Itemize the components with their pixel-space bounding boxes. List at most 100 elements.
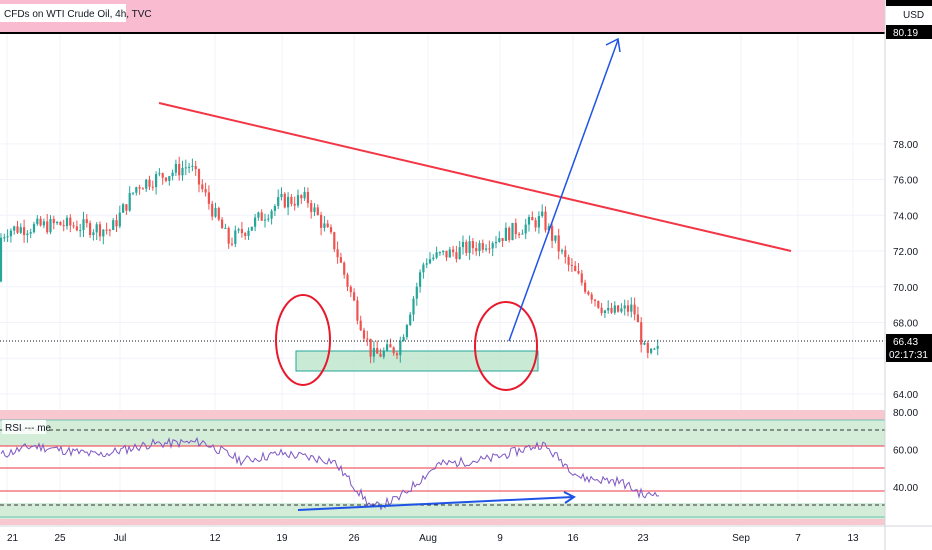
candle [277,189,280,210]
candle [138,184,141,195]
candle [320,211,323,236]
candle [98,221,102,242]
candle [158,168,161,177]
candle [356,296,359,325]
right-bottom-circle[interactable] [474,301,538,391]
candle [587,290,590,296]
candle [171,169,174,181]
candle [112,218,115,231]
candle [570,258,573,272]
time-tick-label: 12 [209,533,221,544]
candle [201,179,204,193]
time-tick-label: Sep [732,533,750,544]
candle [508,226,511,243]
candle [511,222,514,241]
candle [567,254,570,272]
candle [254,213,257,232]
time-tick-label: 23 [637,533,649,544]
candle [75,220,78,232]
candle [636,306,639,323]
candle [349,285,352,297]
candle [395,351,399,360]
candle [353,288,356,302]
time-axis[interactable]: 21 25 Jul 12 19 26 Aug 9 16 23 Sep 7 13 [0,525,932,544]
candle [240,221,243,238]
candle [131,192,135,196]
candle [168,175,171,186]
candle [498,231,501,243]
projection-arrow[interactable] [508,37,621,342]
candle [207,185,210,210]
last-price-tag [886,334,932,362]
candle [584,279,587,294]
candle [59,221,62,226]
rsi-divergence-arrow[interactable] [297,491,576,511]
symbol-title[interactable]: CFDs on WTI Crude Oil, 4h, TVC [4,9,152,20]
candle [362,327,366,343]
candle [0,233,3,283]
candle [333,231,336,253]
rsi-title[interactable]: RSI --- me [5,423,52,434]
candle [257,211,260,221]
candle [650,348,653,355]
candle [382,347,385,360]
candle [287,192,290,216]
candle [3,233,6,242]
price-axis[interactable]: USD 80.19 78.00 76.00 74.00 72.00 70.00 68.00… [884,0,932,550]
candle [128,186,131,212]
candle [557,228,560,260]
candle [646,340,649,359]
candle [69,214,72,233]
candle [392,346,395,356]
rsi-line [0,436,660,511]
candle [148,175,151,191]
candle [491,241,494,257]
candle [194,160,197,176]
support-zone[interactable] [295,350,539,372]
candle [481,239,484,253]
candle [531,211,534,221]
candle [283,192,286,209]
candle [366,330,369,346]
candle [310,199,313,219]
descending-trendline[interactable] [158,102,792,252]
candle [29,228,32,239]
candle [564,245,567,264]
last-price-label: 66.43 [893,337,918,348]
candle [211,200,214,221]
candle [82,211,85,238]
candle [485,244,488,252]
candle [468,235,471,260]
time-tick-label: 25 [54,533,66,544]
candle [610,302,613,314]
candle [656,339,659,356]
candle [184,159,187,176]
candle [92,229,95,241]
candle [115,214,118,233]
candle [428,252,432,265]
candle [488,240,491,254]
candle [560,248,564,255]
candle [633,297,636,321]
candle [293,196,296,211]
candle [461,235,465,255]
candle [369,338,372,364]
rsi-panel [0,410,885,525]
resistance-price-label: 80.19 [893,28,918,39]
candle [524,218,527,240]
time-tick-label: Jul [114,533,127,544]
candle [62,219,65,232]
left-bottom-circle[interactable] [275,294,331,386]
candle [178,156,181,181]
candle [125,204,128,215]
candle [455,245,458,263]
candle [603,309,606,318]
candle [607,300,610,314]
candle [613,301,616,315]
candle [85,214,88,228]
candle [643,340,646,346]
candle [554,235,557,244]
candle [465,239,468,257]
candle [590,292,593,304]
